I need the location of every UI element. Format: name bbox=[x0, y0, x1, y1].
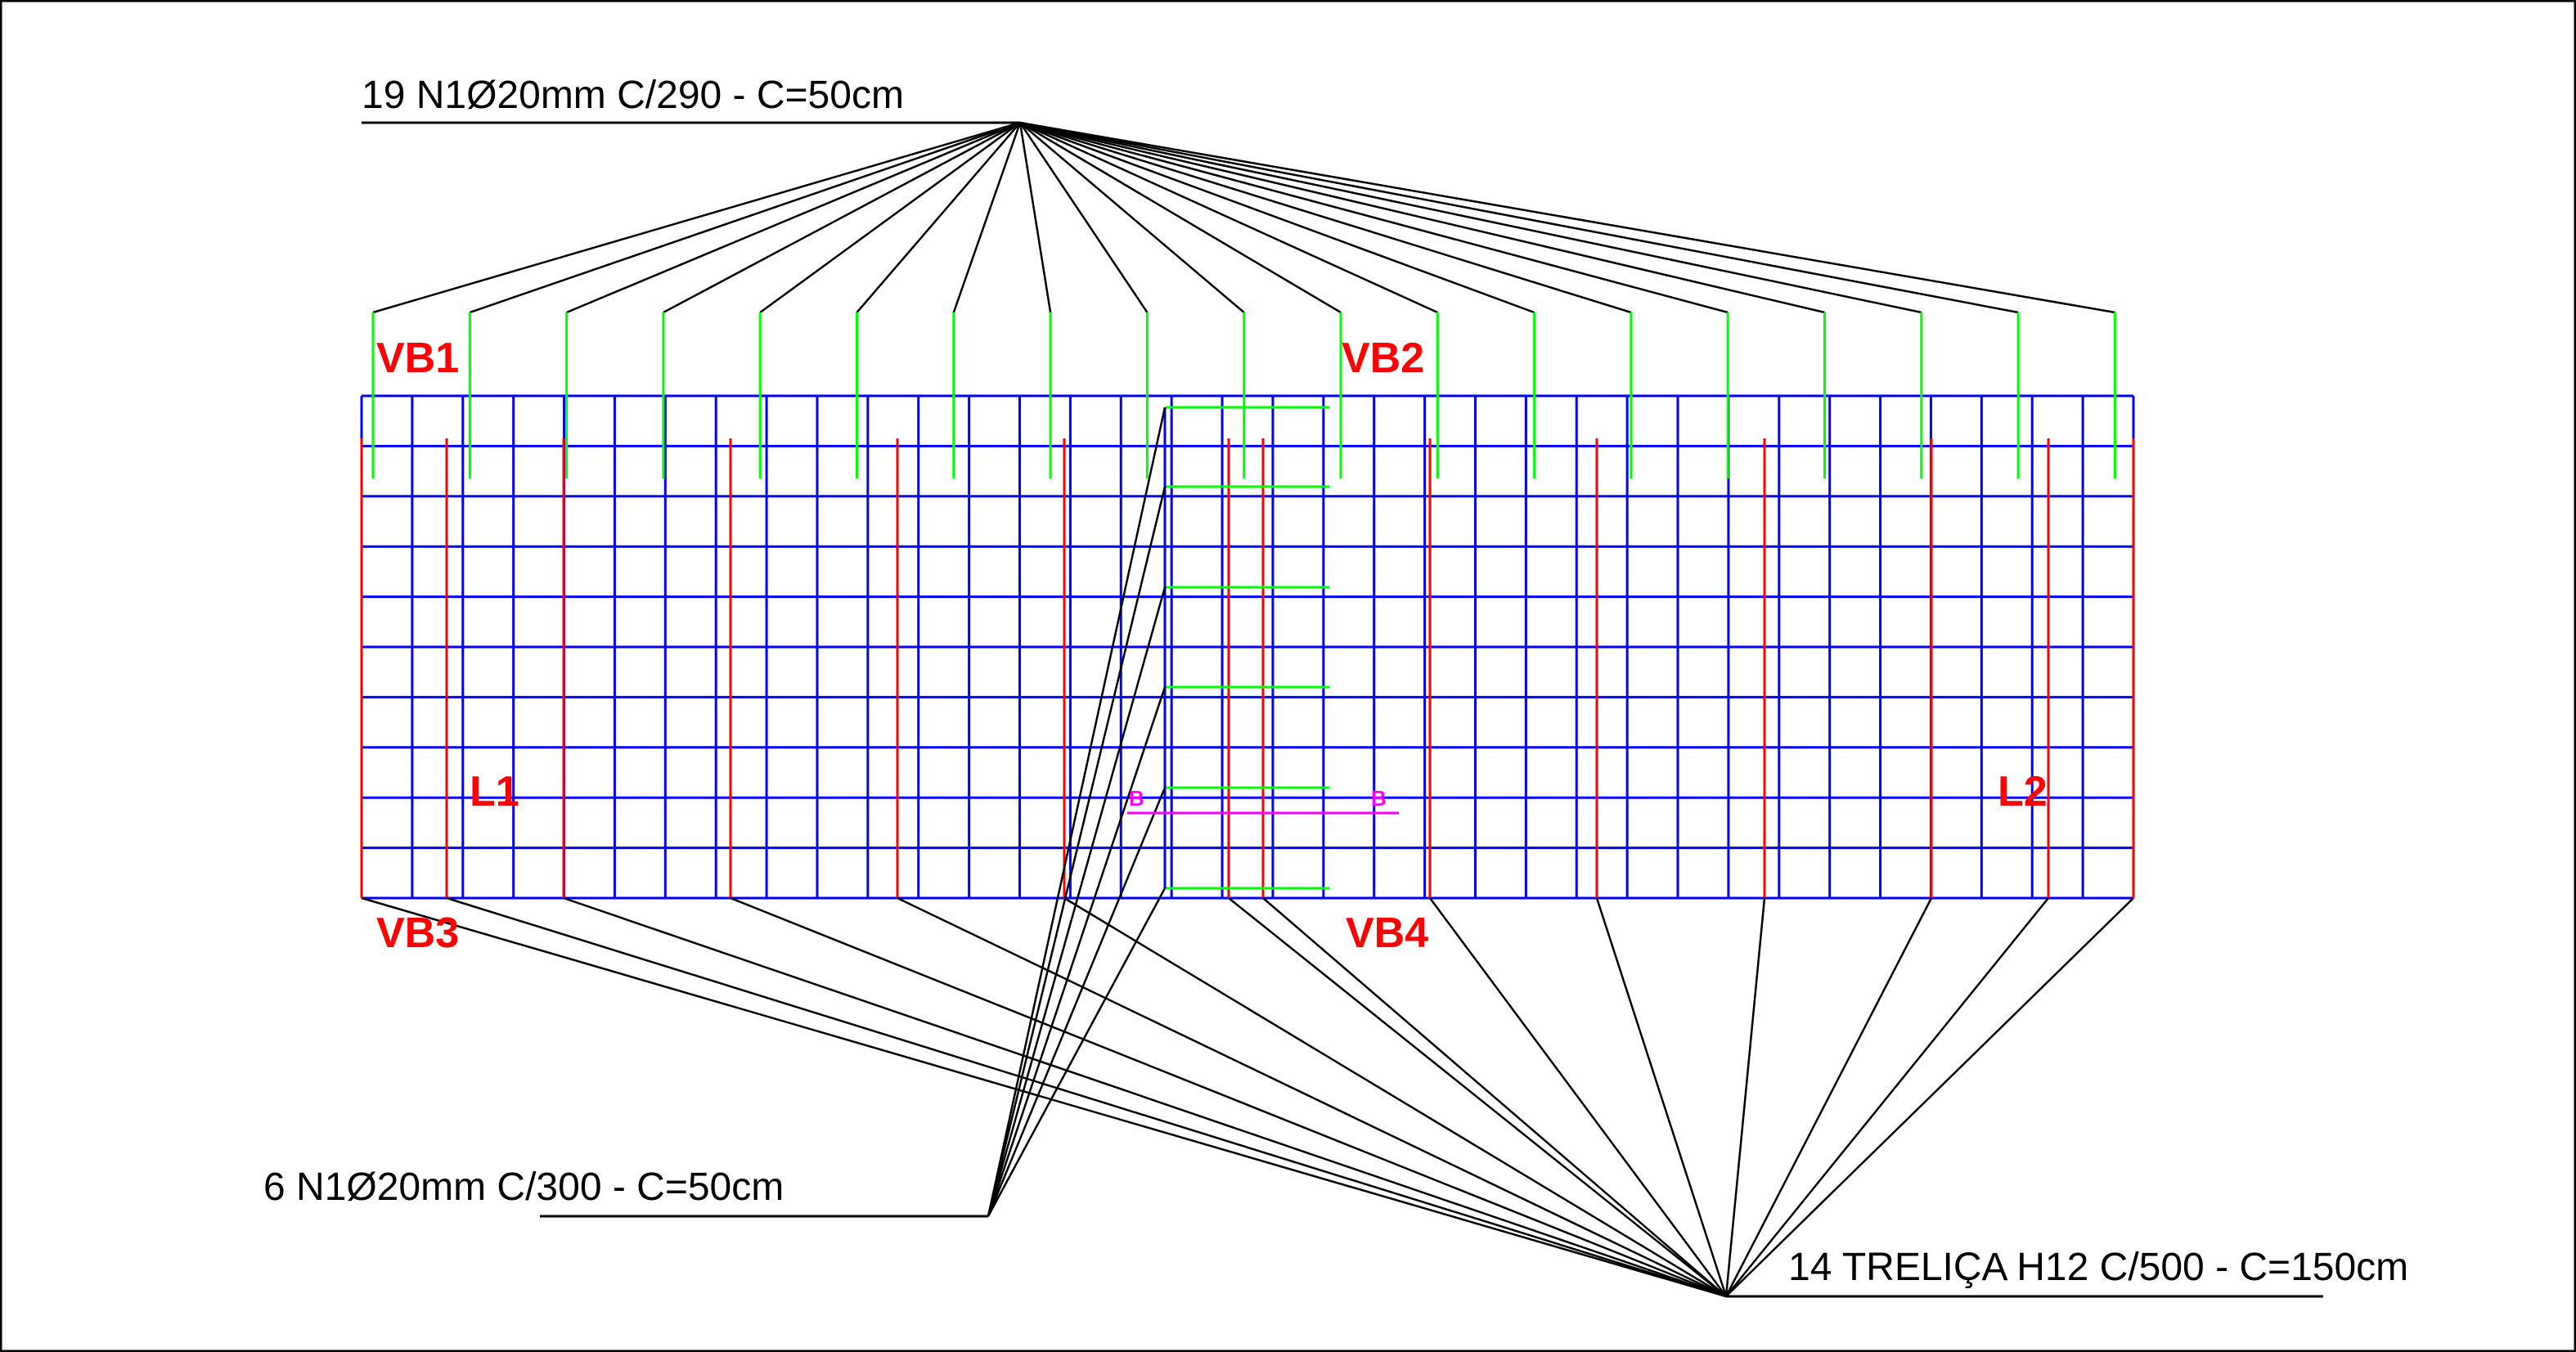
top-leader-line bbox=[566, 121, 1021, 314]
blue-mesh-grid bbox=[360, 394, 2135, 900]
middle-leader-line bbox=[987, 887, 1167, 1217]
middle-leader-line bbox=[987, 586, 1167, 1217]
label-vb1: VB1 bbox=[376, 335, 459, 382]
label-l1: L1 bbox=[470, 768, 519, 815]
bottom-leader-line bbox=[730, 896, 1727, 1298]
section-mark-right: B bbox=[1371, 786, 1387, 811]
top-leader-line bbox=[1018, 122, 1052, 313]
callout-middle-text: 6 N1Ø20mm C/300 - C=50cm bbox=[263, 1166, 784, 1209]
middle-leader-line bbox=[987, 686, 1167, 1217]
bottom-leader-line bbox=[1228, 897, 1727, 1297]
label-vb3: VB3 bbox=[376, 910, 459, 957]
top-leader-line bbox=[1019, 121, 1438, 314]
top-leader-line bbox=[1019, 121, 2019, 314]
bottom-leader-line bbox=[1428, 897, 1728, 1297]
bottom-leader-line bbox=[897, 896, 1727, 1298]
bottom-leader-lines bbox=[361, 896, 2134, 1298]
top-leader-line bbox=[663, 121, 1021, 314]
bottom-leader-line bbox=[563, 896, 1727, 1298]
top-leader-line bbox=[1019, 121, 1922, 314]
bottom-leader-line bbox=[1595, 897, 1728, 1297]
bottom-leader-line bbox=[361, 896, 1727, 1298]
top-leader-line bbox=[759, 121, 1021, 314]
bottom-leader-line bbox=[1724, 897, 1766, 1297]
bottom-leader-line bbox=[446, 896, 1727, 1298]
middle-leader-line bbox=[987, 787, 1167, 1217]
callout-bottom-text: 14 TRELIÇA H12 C/500 - C=150cm bbox=[1788, 1246, 2408, 1289]
label-vb2: VB2 bbox=[1342, 335, 1424, 382]
bottom-leader-line bbox=[1725, 897, 2134, 1297]
top-leader-line bbox=[1019, 121, 1535, 314]
top-leader-line bbox=[372, 121, 1021, 314]
top-leader-line bbox=[856, 122, 1021, 313]
top-leader-line bbox=[1019, 121, 2115, 314]
bottom-leader-line bbox=[1262, 897, 1727, 1297]
top-leader-line bbox=[1019, 121, 1825, 314]
bottom-leader-line bbox=[1724, 897, 1933, 1297]
top-leader-line bbox=[952, 122, 1022, 313]
top-leader-lines bbox=[372, 121, 2115, 314]
bottom-leader-line bbox=[1063, 896, 1727, 1298]
top-leader-line bbox=[1018, 122, 1149, 313]
top-leader-line bbox=[1019, 121, 1729, 314]
red-truss-lines bbox=[360, 438, 2135, 898]
middle-leader-line bbox=[987, 486, 1167, 1217]
bottom-leader-line bbox=[1725, 897, 2049, 1297]
label-vb4: VB4 bbox=[1346, 910, 1428, 957]
top-leader-line bbox=[469, 121, 1021, 314]
callout-top-text: 19 N1Ø20mm C/290 - C=50cm bbox=[362, 74, 904, 117]
top-leader-line bbox=[1019, 121, 1632, 314]
middle-leader-line bbox=[987, 406, 1167, 1217]
middle-leader-lines bbox=[987, 406, 1167, 1217]
section-mark-left: B bbox=[1129, 786, 1144, 811]
label-l2: L2 bbox=[1998, 768, 2048, 815]
top-green-bars bbox=[371, 312, 2116, 478]
top-leader-line bbox=[1019, 121, 1342, 314]
top-leader-line bbox=[1019, 122, 1245, 313]
